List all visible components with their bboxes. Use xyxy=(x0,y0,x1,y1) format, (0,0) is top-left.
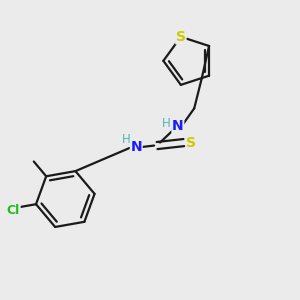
Text: H: H xyxy=(122,133,130,146)
Text: S: S xyxy=(176,30,186,44)
Text: Cl: Cl xyxy=(7,204,20,217)
Text: N: N xyxy=(172,119,184,133)
Text: S: S xyxy=(186,136,196,150)
Text: H: H xyxy=(162,117,170,130)
Text: N: N xyxy=(130,140,142,154)
